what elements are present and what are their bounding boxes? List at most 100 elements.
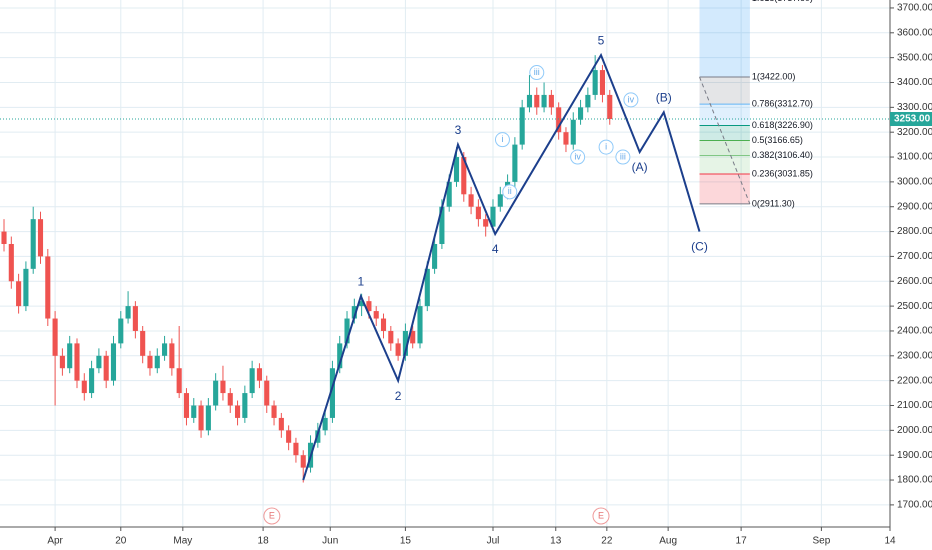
minor-wave-label: ii <box>508 186 512 196</box>
candle-body <box>1 231 7 244</box>
fib-label: 0(2911.30) <box>752 198 795 208</box>
candle-body <box>23 268 29 307</box>
candle-body <box>30 219 36 269</box>
candle-body <box>453 157 460 182</box>
candle-body <box>183 393 190 418</box>
candle-body <box>497 194 503 207</box>
fib-zone <box>699 173 750 204</box>
x-tick-label: May <box>173 536 192 547</box>
last-price-label: 3253.00 <box>894 114 931 125</box>
minor-wave-label: i <box>605 141 607 151</box>
y-tick-label: 3500.00 <box>897 52 932 63</box>
x-tick-label: Sep <box>812 536 830 547</box>
fib-label: 0.382(3106.40) <box>752 150 813 160</box>
candle-body <box>132 306 138 331</box>
y-tick-label: 2900.00 <box>897 201 932 212</box>
candle-body <box>490 206 496 227</box>
candle-body <box>110 343 117 381</box>
candle-body <box>227 393 233 406</box>
candle-body <box>278 417 284 431</box>
candle-body <box>366 301 372 312</box>
grid <box>0 0 891 527</box>
candle-body <box>234 405 241 418</box>
fib-zone <box>699 140 750 156</box>
candle-body <box>118 318 124 344</box>
minor-wave-circle <box>529 65 545 81</box>
candle-body <box>329 368 335 418</box>
candle-body <box>556 107 562 133</box>
fib-label: 0.236(3031.85) <box>752 168 813 178</box>
candle-body <box>380 318 387 331</box>
candle-body <box>410 330 416 344</box>
y-tick-label: 2600.00 <box>897 276 932 287</box>
candle-body <box>213 380 219 406</box>
y-tick-label: 3600.00 <box>897 27 932 38</box>
candle-body <box>402 330 408 356</box>
candle-body <box>103 355 109 381</box>
fib-label: 1(3422.00) <box>752 71 796 81</box>
y-tick-label: 3400.00 <box>897 77 932 88</box>
minor-wave-label: iv <box>628 94 635 104</box>
fib-zone <box>699 125 750 141</box>
candles <box>1 55 613 483</box>
candle-body <box>344 318 350 344</box>
candle-body <box>220 380 226 394</box>
event-marker <box>263 507 281 525</box>
candle-body <box>359 301 365 307</box>
candle-body <box>439 206 445 244</box>
candle-body <box>8 243 14 282</box>
candle-body <box>147 355 153 369</box>
candle-body <box>607 94 613 120</box>
candle-body <box>592 70 598 95</box>
fib-label: 0.5(3166.65) <box>752 135 803 145</box>
y-tick-label: 3700.00 <box>897 3 932 14</box>
x-tick-label: 15 <box>400 536 412 547</box>
candle-body <box>373 311 379 319</box>
candle-body <box>417 306 423 344</box>
candle-body <box>526 94 533 108</box>
candle-body <box>264 380 270 406</box>
fib-zone <box>699 0 750 78</box>
wave-label: 4 <box>492 242 499 256</box>
minor-wave-label: i <box>501 134 503 144</box>
wave-label: (B) <box>656 90 672 104</box>
x-tick-label: 17 <box>736 536 748 547</box>
candle-body <box>599 70 606 95</box>
minor-wave-circle <box>502 184 518 200</box>
candle-body <box>169 343 175 369</box>
y-tick-label: 2300.00 <box>897 350 932 361</box>
event-label: E <box>598 510 604 520</box>
x-tick-label: Apr <box>47 536 63 547</box>
x-tick-label: Aug <box>659 536 677 547</box>
fib-zone <box>699 155 750 174</box>
candle-body <box>74 343 80 381</box>
axes: 1700.001800.001900.002000.002100.002200.… <box>47 3 932 547</box>
minor-wave-label: iii <box>620 151 626 161</box>
candle-body <box>475 206 481 220</box>
candle-body <box>176 368 182 394</box>
candle-body <box>249 368 255 394</box>
candle-body <box>140 330 146 356</box>
x-tick-label: 22 <box>601 536 613 547</box>
candle-body <box>585 94 591 108</box>
candle-body <box>534 94 540 108</box>
y-tick-label: 2500.00 <box>897 301 932 312</box>
x-tick-label: Jul <box>487 536 500 547</box>
wave-label: (A) <box>632 160 648 174</box>
candle-body <box>548 94 554 108</box>
candle-body <box>468 194 474 207</box>
y-tick-label: 3000.00 <box>897 177 932 188</box>
y-tick-label: 2700.00 <box>897 251 932 262</box>
x-tick-label: 18 <box>258 536 270 547</box>
x-tick-label: 14 <box>884 536 896 547</box>
candle-body <box>162 343 168 356</box>
candle-body <box>395 343 401 356</box>
y-tick-label: 2400.00 <box>897 326 932 337</box>
minor-wave-circle <box>598 139 614 155</box>
candle-body <box>96 355 102 369</box>
wave-label: 3 <box>455 123 462 137</box>
candle-body <box>446 181 452 207</box>
event-marker <box>592 507 610 525</box>
minor-wave-circle <box>570 149 586 165</box>
